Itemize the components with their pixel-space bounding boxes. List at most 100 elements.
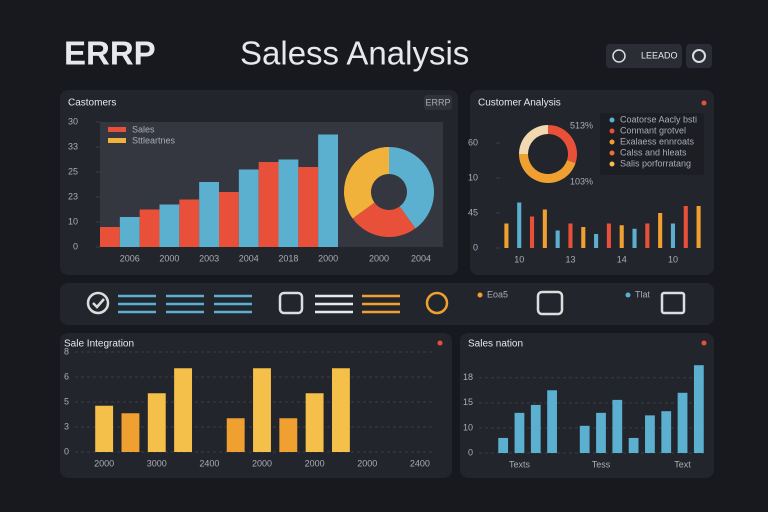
y-tick-label: 0 [473, 242, 478, 252]
x-tick-label: 2000 [357, 458, 377, 468]
bar [696, 206, 701, 248]
y-tick-label: 18 [463, 372, 473, 382]
bar [645, 223, 650, 248]
bar [119, 217, 140, 247]
y-tick-label: 0 [73, 241, 78, 251]
panel-title: Castomers [68, 98, 116, 109]
legend-label: Calss and hleats [620, 147, 687, 157]
bar [226, 418, 245, 452]
bar [542, 209, 547, 248]
bar [253, 368, 271, 452]
y-tick-label: 10 [68, 216, 78, 226]
bar [547, 390, 557, 453]
brand: ERRP [64, 35, 156, 72]
x-tick-label: 2400 [410, 458, 430, 468]
annotation: 103% [570, 176, 593, 186]
bar [529, 216, 535, 248]
y-tick-label: 3 [64, 421, 69, 431]
bar [305, 393, 324, 452]
legend-dot [609, 128, 615, 134]
bar [670, 223, 676, 248]
bar [596, 412, 606, 453]
bar [661, 411, 672, 453]
y-tick-label: 25 [68, 166, 78, 176]
ring-icon [425, 291, 449, 315]
panel-title: Sale Integration [64, 339, 134, 350]
settings-icon [692, 49, 706, 63]
bar [174, 368, 193, 452]
clock-icon [612, 49, 626, 63]
panel-title: Customer Analysis [478, 98, 561, 109]
badge-label: ERRP [425, 97, 450, 107]
bar [179, 199, 200, 247]
x-tick-label: 2000 [305, 458, 325, 468]
x-tick-label: 2018 [278, 253, 298, 263]
chart-icon[interactable] [536, 290, 564, 316]
x-tick-label: 2004 [411, 253, 431, 263]
panel [460, 333, 714, 478]
bar [581, 227, 586, 248]
bar [606, 223, 611, 248]
bar [95, 405, 114, 452]
toolbar-label: Eoa5 [487, 289, 508, 299]
header-button[interactable] [606, 44, 682, 68]
legend-label: Coatorse Aacly bsti [620, 114, 697, 124]
bar [658, 213, 663, 248]
menu-lines [118, 294, 252, 314]
x-tick-label: 10 [668, 254, 678, 264]
donut-segment [519, 125, 548, 154]
x-tick-label: 14 [617, 254, 627, 264]
y-tick-label: 33 [68, 141, 78, 151]
panel-title: Sales nation [468, 339, 523, 350]
menu-lines [315, 294, 353, 314]
bar [645, 415, 655, 453]
settings-button[interactable] [686, 44, 712, 68]
x-tick-label: 2000 [94, 458, 114, 468]
x-tick-label: Text [674, 459, 691, 469]
legend-box [600, 113, 704, 175]
donut-segment [519, 154, 576, 184]
y-tick-label: 10 [463, 422, 473, 432]
bar [619, 225, 624, 248]
bar [139, 209, 160, 247]
legend-swatch [108, 138, 126, 143]
x-tick-label: 2000 [159, 253, 179, 263]
x-tick-label: 2006 [120, 253, 140, 263]
y-tick-label: 45 [468, 207, 478, 217]
status-dot [701, 340, 707, 346]
bar [683, 206, 688, 248]
status-dot [701, 100, 707, 106]
legend-label: Sales [132, 124, 155, 134]
bar [279, 418, 298, 452]
legend-dot [609, 117, 615, 123]
bar [594, 234, 599, 248]
y-tick-label: 23 [68, 191, 78, 201]
x-tick-label: Texts [509, 459, 531, 469]
legend-label: Exalaess ennroats [620, 136, 695, 146]
bar [318, 134, 338, 247]
x-tick-label: 10 [514, 254, 524, 264]
bar [498, 437, 509, 453]
camera-icon[interactable] [278, 291, 304, 315]
x-tick-label: 2000 [252, 458, 272, 468]
badge [424, 95, 452, 110]
box-icon[interactable] [660, 291, 686, 315]
x-tick-label: 13 [565, 254, 575, 264]
y-tick-label: 8 [64, 346, 69, 356]
bar [677, 392, 688, 453]
x-tick-label: 2000 [318, 253, 338, 263]
x-tick-label: 2004 [239, 253, 259, 263]
bar [159, 204, 180, 247]
bar [100, 227, 120, 247]
bar [514, 412, 525, 453]
toolbar-label: Tlat [635, 289, 651, 299]
bar [568, 223, 573, 248]
toolbar-icons [86, 290, 686, 316]
check-icon[interactable] [86, 291, 110, 315]
button-label: LEEADO [641, 50, 678, 60]
bar [579, 425, 590, 453]
bar [278, 159, 299, 247]
legend-label: Salis porforratang [620, 158, 691, 168]
legend-swatch [108, 127, 126, 132]
donut-segment [344, 146, 389, 219]
